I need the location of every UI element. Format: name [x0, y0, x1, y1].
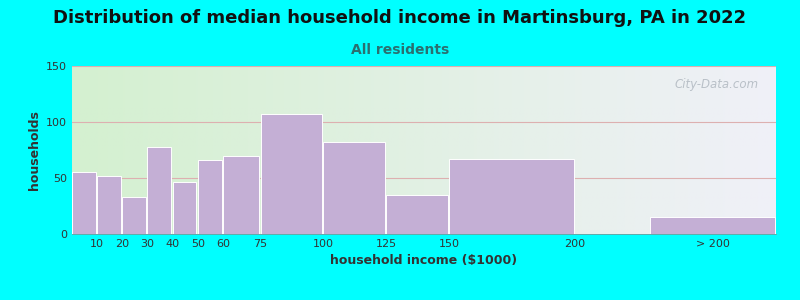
Bar — [650, 217, 774, 234]
Bar — [72, 172, 96, 234]
Bar — [147, 147, 171, 234]
Bar — [386, 195, 448, 234]
Bar — [449, 159, 574, 234]
Bar — [223, 156, 259, 234]
Bar — [198, 160, 222, 234]
X-axis label: household income ($1000): household income ($1000) — [330, 254, 518, 267]
Text: City-Data.com: City-Data.com — [674, 78, 758, 91]
Bar — [261, 114, 322, 234]
Text: All residents: All residents — [351, 44, 449, 58]
Bar — [173, 182, 197, 234]
Bar — [97, 176, 121, 234]
Y-axis label: households: households — [27, 110, 41, 190]
Text: Distribution of median household income in Martinsburg, PA in 2022: Distribution of median household income … — [54, 9, 746, 27]
Bar — [323, 142, 385, 234]
Bar — [122, 197, 146, 234]
